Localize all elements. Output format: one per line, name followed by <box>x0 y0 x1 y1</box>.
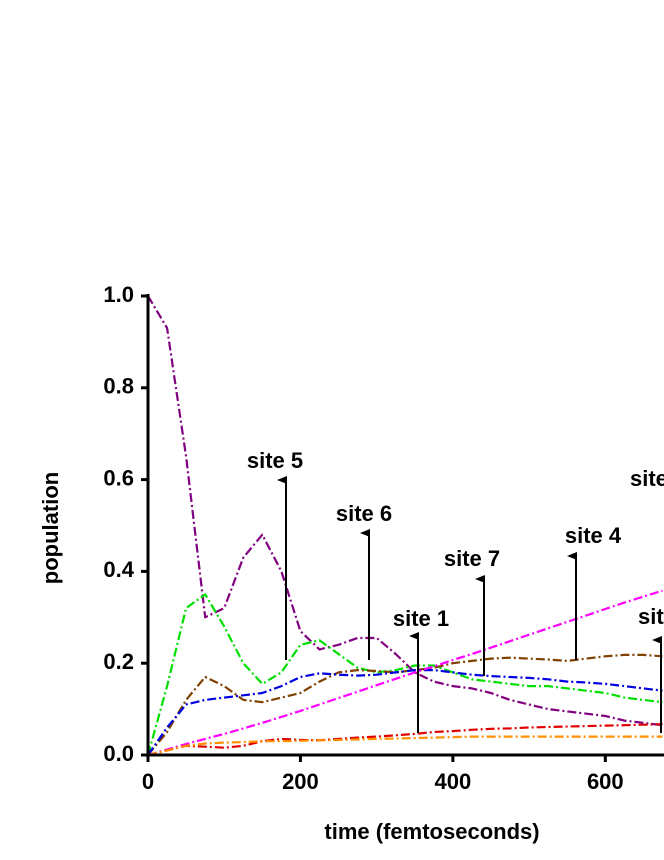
y-tick-label: 0.4 <box>103 557 134 582</box>
annotation-label: site 1 <box>393 606 449 631</box>
annotation-label: site 6 <box>336 501 392 526</box>
x-tick-label: 600 <box>587 769 624 794</box>
y-tick-label: 0.6 <box>103 465 134 490</box>
y-tick-label: 0.8 <box>103 374 134 399</box>
series-line <box>147 653 663 756</box>
series-line <box>147 735 663 757</box>
annotation-label: site 7 <box>444 546 500 571</box>
x-tick-label: 200 <box>282 769 319 794</box>
series-line <box>147 669 663 756</box>
x-tick-label: 400 <box>435 769 472 794</box>
series-line <box>146 593 663 756</box>
y-axis-label: population <box>38 472 63 584</box>
x-axis-label: time (femtoseconds) <box>324 819 539 844</box>
x-tick-label: 0 <box>142 769 154 794</box>
y-tick-label: 0.0 <box>103 741 134 766</box>
annotation-label: site <box>630 466 664 491</box>
series-line <box>147 295 663 727</box>
y-tick-label: 1.0 <box>103 282 134 307</box>
y-tick-label: 0.2 <box>103 649 134 674</box>
annotation-label: site 4 <box>565 523 622 548</box>
annotation-label: site 5 <box>247 448 303 473</box>
series-line <box>147 723 663 757</box>
annotation-label: sit <box>638 604 664 629</box>
